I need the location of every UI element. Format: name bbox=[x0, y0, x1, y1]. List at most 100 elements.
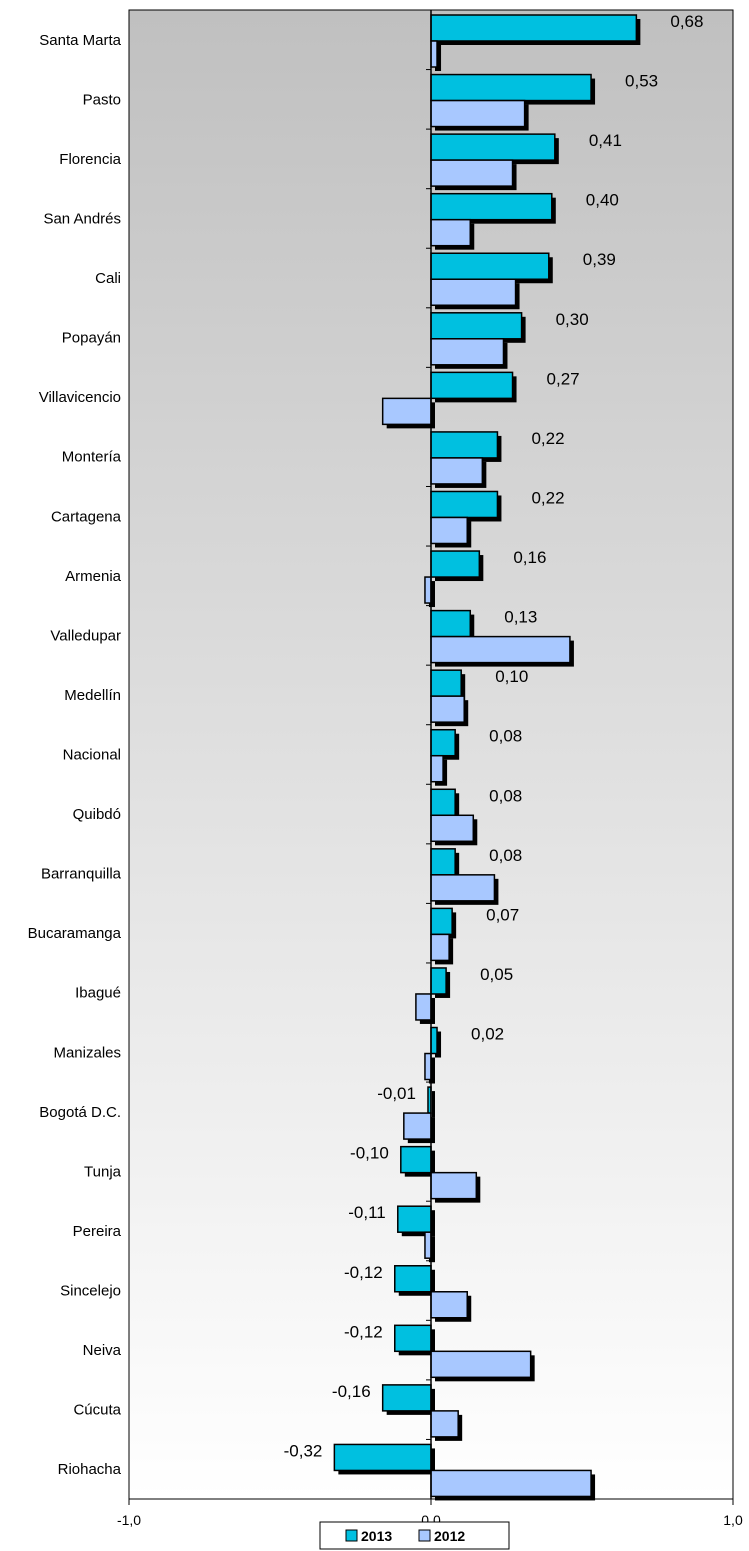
data-label-2013-san-andres: 0,40 bbox=[586, 191, 619, 210]
category-label-valledupar: Valledupar bbox=[50, 627, 121, 644]
bar-2012-ibague bbox=[415, 993, 432, 1021]
data-label-2013-medellin: 0,10 bbox=[495, 667, 528, 686]
legend: 2013 2012 bbox=[319, 1521, 510, 1550]
bar-2012-armenia bbox=[424, 576, 432, 604]
bar-2013-bucaramanga bbox=[430, 907, 453, 936]
legend-swatch-2013 bbox=[345, 1529, 358, 1542]
bar-shadow-2013-manizales bbox=[435, 1031, 442, 1058]
labels-layer: Santa Marta 0,68 Pasto 0,53 Florencia 0,41 San… bbox=[28, 12, 704, 1478]
category-label-quibdo: Quibdó bbox=[73, 806, 121, 823]
bar-2013-nacional bbox=[430, 728, 456, 757]
bar-2012-valledupar bbox=[430, 635, 571, 664]
data-label-2013-monteria: 0,22 bbox=[531, 429, 564, 448]
data-label-2013-neiva: -0,12 bbox=[344, 1322, 383, 1341]
bar-2012-neiva bbox=[430, 1350, 532, 1379]
bar-2012-sincelejo bbox=[430, 1291, 468, 1319]
bar-2013-medellin bbox=[430, 669, 462, 697]
bar-2013-armenia bbox=[430, 550, 481, 578]
bar-2012-popayan bbox=[430, 338, 505, 366]
data-label-2013-cucuta: -0,16 bbox=[332, 1382, 371, 1401]
bar-2012-bogota-d-c bbox=[403, 1112, 432, 1140]
bar-2013-sincelejo bbox=[394, 1265, 432, 1293]
category-label-cartagena: Cartagena bbox=[51, 508, 122, 525]
category-label-barranquilla: Barranquilla bbox=[41, 866, 122, 883]
bar-shadow-2013-bogota-d-c bbox=[431, 1091, 435, 1118]
category-label-medellin: Medellín bbox=[64, 687, 121, 704]
bar-2013-san-andres bbox=[430, 192, 553, 221]
category-label-pasto: Pasto bbox=[83, 91, 121, 108]
bar-2012-monteria bbox=[430, 457, 484, 485]
category-label-popayan: Popayán bbox=[62, 330, 121, 347]
data-label-2013-tunja: -0,10 bbox=[350, 1144, 389, 1163]
x-tick-label: 1,0 bbox=[723, 1512, 743, 1528]
bar-2013-cucuta bbox=[381, 1384, 432, 1412]
category-label-bogota-d-c: Bogotá D.C. bbox=[39, 1104, 121, 1121]
data-label-2013-villavicencio: 0,27 bbox=[547, 369, 580, 388]
bar-2013-cartagena bbox=[430, 490, 499, 519]
category-label-neiva: Neiva bbox=[83, 1342, 122, 1359]
category-label-nacional: Nacional bbox=[63, 747, 121, 764]
bar-2012-florencia bbox=[430, 159, 514, 187]
data-label-2013-manizales: 0,02 bbox=[471, 1025, 504, 1044]
data-label-2013-riohacha: -0,32 bbox=[284, 1441, 323, 1460]
category-label-sincelejo: Sincelejo bbox=[60, 1283, 121, 1300]
bar-2013-barranquilla bbox=[430, 848, 456, 876]
bar-shadow-2012-santa-marta bbox=[435, 45, 442, 71]
data-label-2013-valledupar: 0,13 bbox=[504, 608, 537, 627]
bar-2012-cartagena bbox=[430, 516, 468, 545]
bar-shadow-2012-pereira bbox=[428, 1236, 435, 1263]
category-label-armenia: Armenia bbox=[65, 568, 122, 585]
x-axis: -1,0 0,0 1,0 bbox=[117, 9, 743, 1528]
bars-layer bbox=[333, 14, 641, 1501]
category-label-santa-marta: Santa Marta bbox=[39, 32, 121, 49]
data-label-2013-quibdo: 0,08 bbox=[489, 786, 522, 805]
bar-2013-monteria bbox=[430, 431, 499, 459]
data-label-2013-pereira: -0,11 bbox=[348, 1203, 386, 1222]
bar-shadow-2012-armenia bbox=[428, 581, 435, 608]
category-label-tunja: Tunja bbox=[84, 1163, 122, 1180]
bar-2012-cucuta bbox=[430, 1410, 459, 1438]
bar-2012-cali bbox=[430, 278, 517, 306]
data-label-2013-barranquilla: 0,08 bbox=[489, 846, 522, 865]
data-label-2013-cartagena: 0,22 bbox=[531, 488, 564, 507]
category-label-riohacha: Riohacha bbox=[58, 1461, 122, 1478]
bar-2012-villavicencio bbox=[381, 397, 432, 426]
category-label-florencia: Florencia bbox=[59, 151, 121, 168]
bar-2012-pereira bbox=[424, 1231, 432, 1259]
bar-2013-popayan bbox=[430, 312, 523, 340]
bar-2012-medellin bbox=[430, 695, 465, 723]
bar-2012-bucaramanga bbox=[430, 933, 450, 962]
bar-2013-santa-marta bbox=[430, 14, 638, 42]
category-label-ibague: Ibagué bbox=[75, 985, 121, 1002]
category-label-monteria: Montería bbox=[62, 449, 122, 466]
category-label-manizales: Manizales bbox=[53, 1044, 121, 1061]
legend-label-2013: 2013 bbox=[361, 1528, 392, 1544]
bar-2012-pasto bbox=[430, 99, 526, 128]
bar-2013-cali bbox=[430, 252, 550, 280]
data-label-2013-cali: 0,39 bbox=[583, 250, 616, 269]
category-label-cucuta: Cúcuta bbox=[73, 1402, 121, 1419]
data-label-2013-florencia: 0,41 bbox=[589, 131, 622, 150]
bar-2013-villavicencio bbox=[430, 371, 514, 400]
data-label-2013-ibague: 0,05 bbox=[480, 965, 513, 984]
data-label-2013-bucaramanga: 0,07 bbox=[486, 905, 519, 924]
legend-swatch-2012 bbox=[418, 1529, 431, 1542]
x-tick-label: -1,0 bbox=[117, 1512, 141, 1528]
bar-2012-barranquilla bbox=[430, 874, 496, 902]
data-label-2013-popayan: 0,30 bbox=[556, 310, 589, 329]
data-label-2013-armenia: 0,16 bbox=[513, 548, 546, 567]
category-label-villavicencio: Villavicencio bbox=[39, 389, 121, 406]
bar-2013-manizales bbox=[430, 1026, 438, 1055]
bar-2012-quibdo bbox=[430, 814, 475, 843]
bar-2013-ibague bbox=[430, 967, 447, 995]
data-label-2013-pasto: 0,53 bbox=[625, 72, 658, 91]
data-label-2013-sincelejo: -0,12 bbox=[344, 1263, 383, 1282]
bar-2013-pereira bbox=[397, 1205, 432, 1233]
data-label-2013-bogota-d-c: -0,01 bbox=[377, 1084, 416, 1103]
data-label-2013-santa-marta: 0,68 bbox=[670, 12, 703, 31]
category-label-cali: Cali bbox=[95, 270, 121, 287]
bar-2013-neiva bbox=[394, 1324, 432, 1353]
bar-2013-riohacha bbox=[333, 1443, 432, 1472]
bar-2012-santa-marta bbox=[430, 40, 438, 68]
